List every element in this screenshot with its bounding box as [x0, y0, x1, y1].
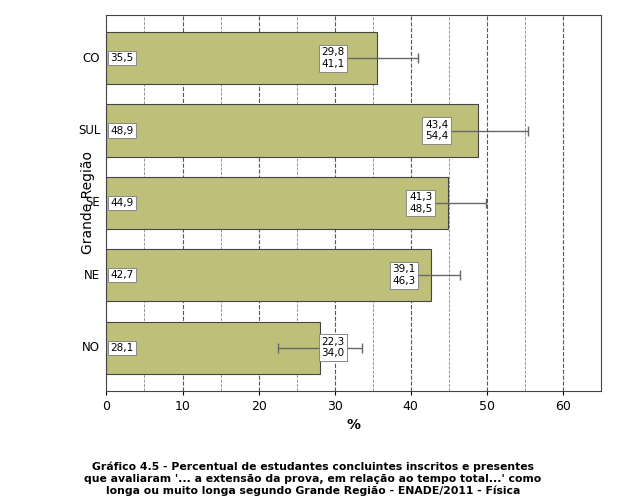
Bar — [106, 32, 376, 84]
Text: 22,3
34,0: 22,3 34,0 — [322, 337, 345, 358]
Y-axis label: Grande Região: Grande Região — [81, 151, 95, 255]
Text: NO: NO — [83, 341, 100, 354]
Text: 29,8
41,1: 29,8 41,1 — [322, 48, 345, 69]
Text: 39,1
46,3: 39,1 46,3 — [393, 265, 416, 286]
Text: NE: NE — [85, 269, 100, 282]
Bar — [106, 322, 321, 374]
Text: SUL: SUL — [78, 124, 100, 137]
Text: 43,4
54,4: 43,4 54,4 — [425, 120, 448, 141]
X-axis label: %: % — [347, 418, 361, 432]
Text: 28,1: 28,1 — [110, 343, 133, 353]
Bar — [106, 177, 448, 229]
Text: 35,5: 35,5 — [110, 53, 133, 63]
Bar — [106, 105, 478, 157]
Bar — [106, 249, 431, 301]
Text: 41,3
48,5: 41,3 48,5 — [409, 192, 433, 214]
Text: 42,7: 42,7 — [110, 270, 133, 280]
Text: 48,9: 48,9 — [110, 126, 133, 136]
Text: CO: CO — [83, 52, 100, 65]
Text: 44,9: 44,9 — [110, 198, 133, 208]
Text: Gráfico 4.5 - Percentual de estudantes concluintes inscritos e presentes
que ava: Gráfico 4.5 - Percentual de estudantes c… — [85, 462, 541, 496]
Text: SE: SE — [86, 196, 100, 209]
